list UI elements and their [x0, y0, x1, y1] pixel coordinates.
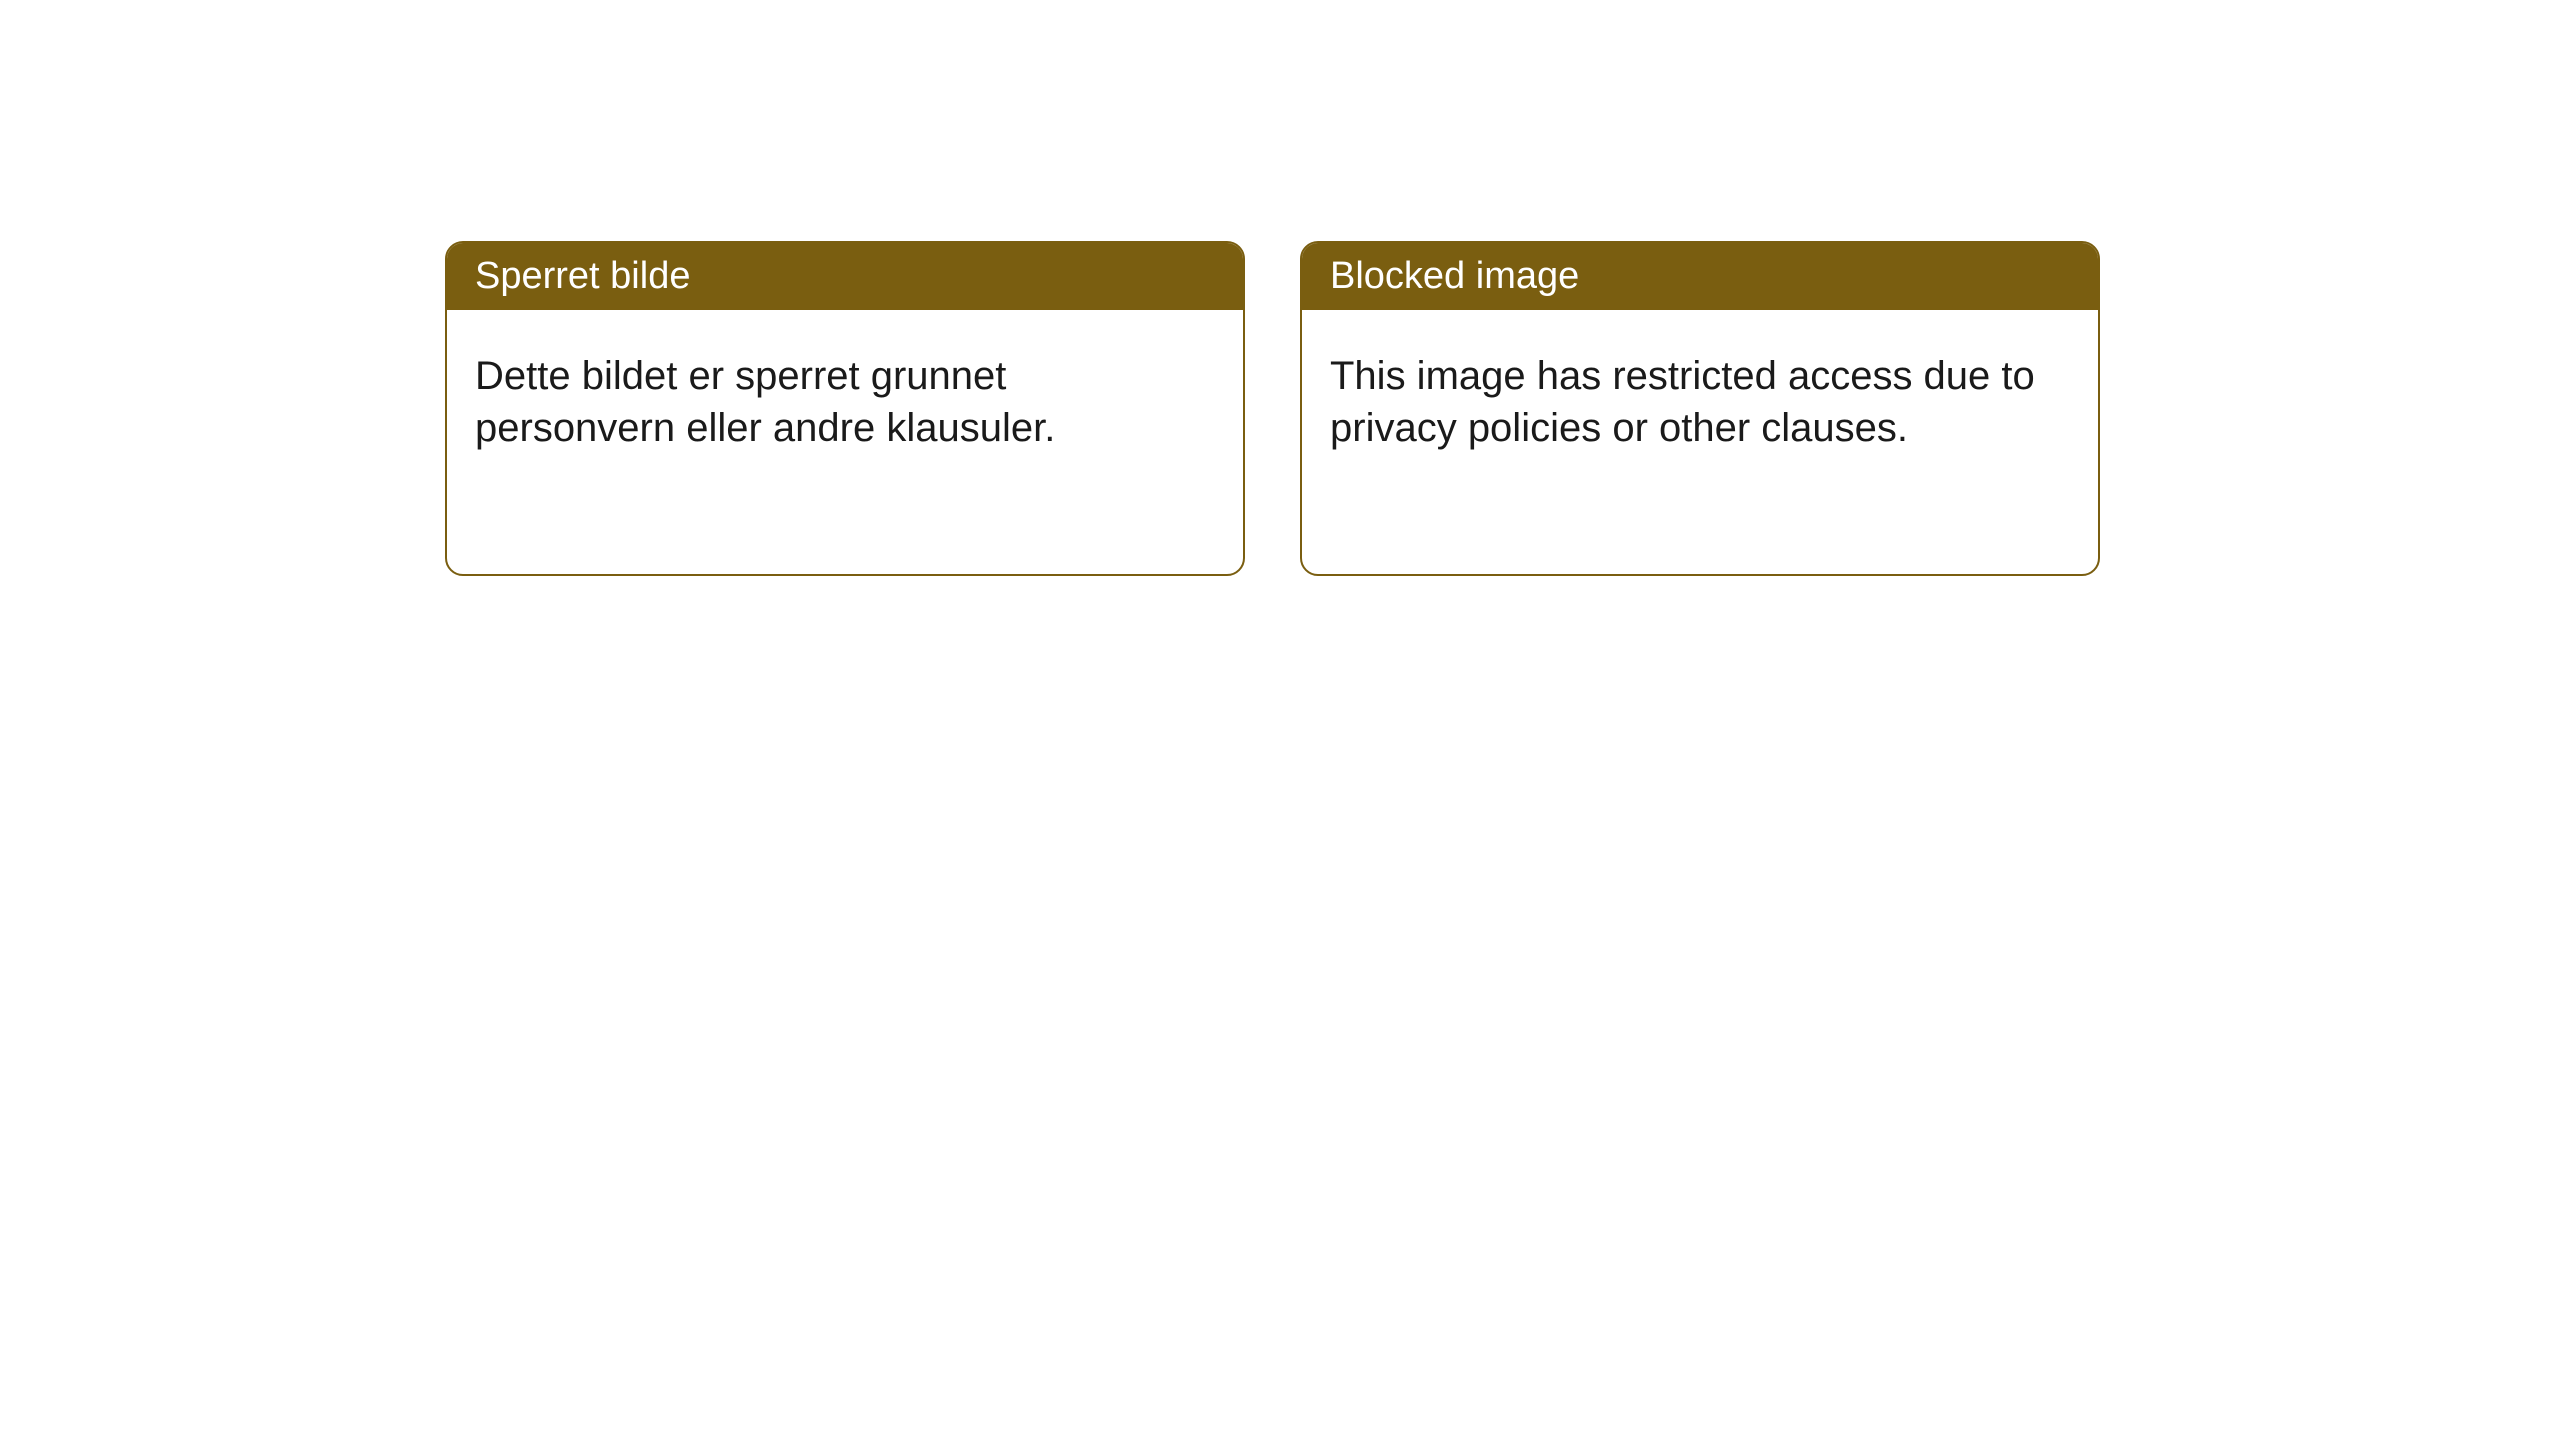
notice-body: This image has restricted access due to … [1302, 310, 2098, 494]
notice-container: Sperret bilde Dette bildet er sperret gr… [0, 0, 2560, 576]
notice-card-english: Blocked image This image has restricted … [1300, 241, 2100, 576]
notice-title: Blocked image [1302, 243, 2098, 310]
notice-title: Sperret bilde [447, 243, 1243, 310]
notice-body: Dette bildet er sperret grunnet personve… [447, 310, 1243, 494]
notice-card-norwegian: Sperret bilde Dette bildet er sperret gr… [445, 241, 1245, 576]
